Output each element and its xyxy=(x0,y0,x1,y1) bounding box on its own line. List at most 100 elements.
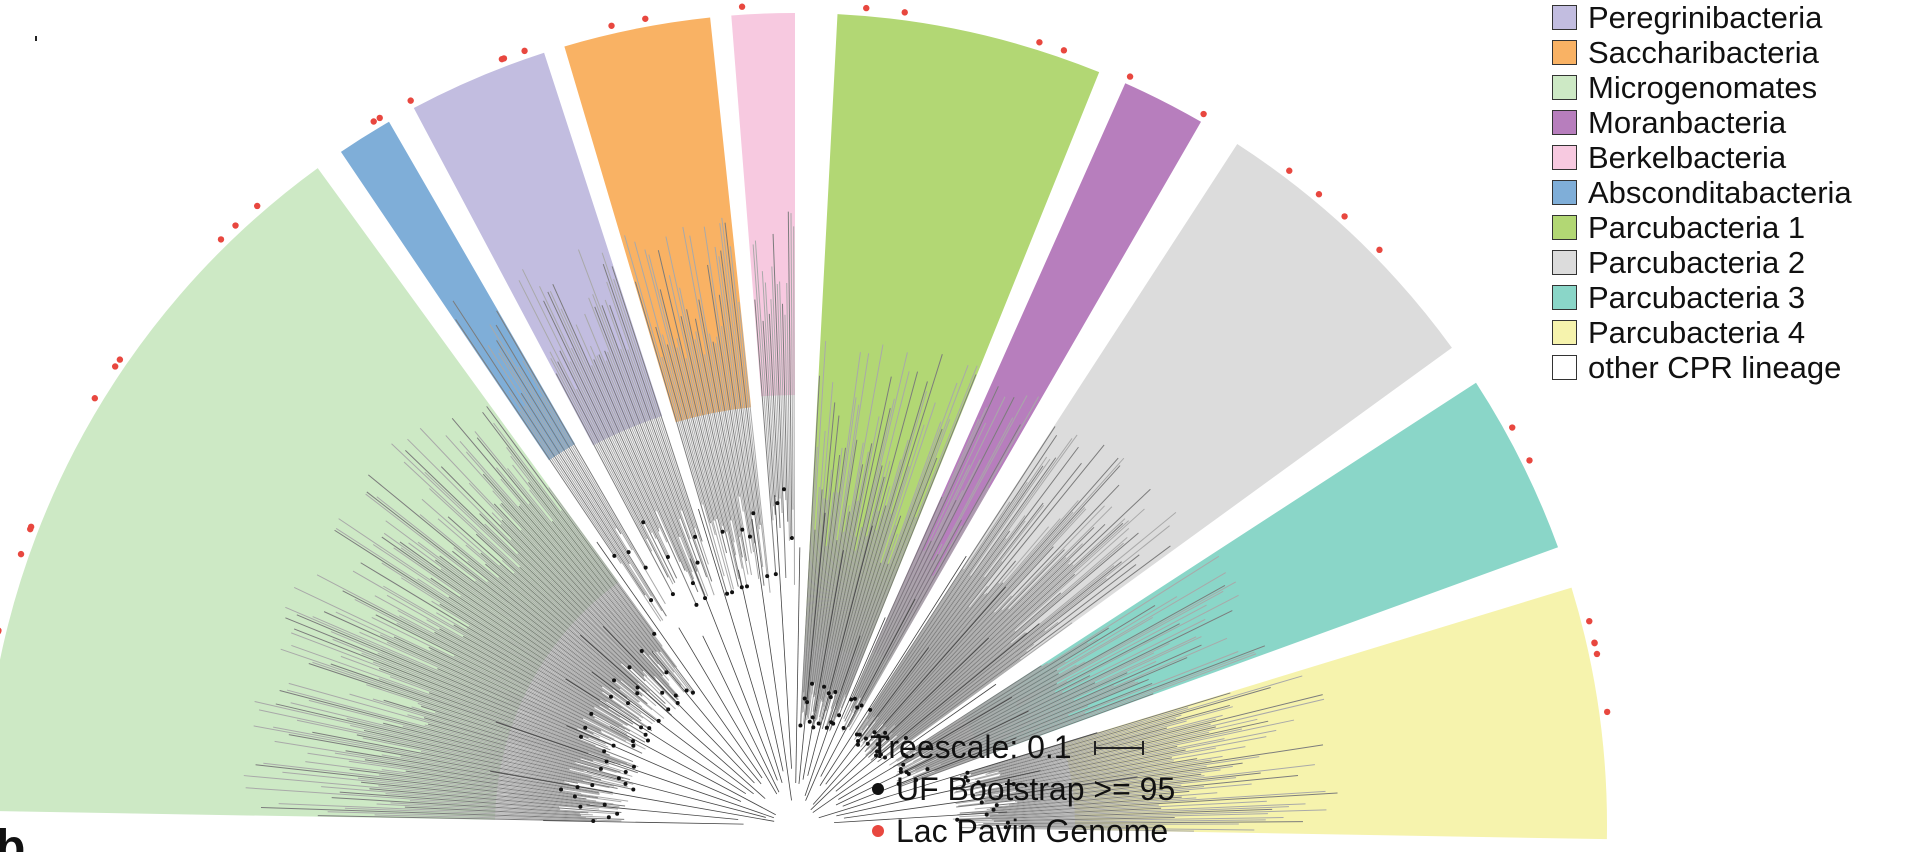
tree-branch xyxy=(354,599,637,744)
bootstrap-label: UF Bootstrap >= 95 xyxy=(896,770,1176,807)
backbone-branch xyxy=(678,627,778,795)
tree-branch xyxy=(896,637,1228,782)
tree-branch xyxy=(352,570,649,741)
tree-branch xyxy=(407,714,576,764)
tree-branch xyxy=(285,617,611,751)
clade-wedge-moranbacteria xyxy=(872,83,1201,661)
tree-branch xyxy=(993,792,1218,811)
tree-branch xyxy=(400,547,644,719)
tree-branch xyxy=(811,492,839,695)
bootstrap-marker xyxy=(789,536,794,541)
tree-branch xyxy=(927,681,1135,770)
tree-branch xyxy=(985,720,1187,775)
genome-dot-icon xyxy=(872,825,884,837)
tree-branch xyxy=(601,305,699,563)
tree-branch xyxy=(308,663,638,774)
tree-branch xyxy=(648,254,718,520)
tree-branch xyxy=(391,443,630,669)
backbone-branch xyxy=(805,617,886,801)
tree-branch xyxy=(528,503,671,675)
bootstrap-marker xyxy=(675,700,680,705)
tree-branch xyxy=(880,608,1009,739)
tree-branch xyxy=(668,275,740,580)
tree-branch xyxy=(832,364,969,724)
bootstrap-marker xyxy=(872,730,877,735)
legend-swatch xyxy=(1552,215,1577,240)
tree-branch xyxy=(604,350,680,538)
bootstrap-marker xyxy=(656,718,661,723)
tree-branch xyxy=(1008,786,1205,806)
tree-branch xyxy=(475,533,669,710)
bootstrap-marker xyxy=(578,804,583,809)
tree-branch xyxy=(278,803,609,818)
tree-branch xyxy=(520,529,679,700)
tree-branch xyxy=(904,596,1178,761)
bootstrap-marker xyxy=(865,741,870,746)
bootstrap-marker xyxy=(598,766,603,771)
tree-branch xyxy=(884,650,1027,758)
tree-branch xyxy=(786,282,792,536)
legend-swatch xyxy=(1552,110,1577,135)
tree-branch xyxy=(849,487,990,731)
tree-branch xyxy=(482,411,696,693)
tree-branch xyxy=(575,324,681,563)
backbone-branch xyxy=(843,776,1138,819)
tree-branch xyxy=(866,585,988,737)
genome-label: Lac Pavin Genome xyxy=(896,812,1169,849)
bootstrap-row: UF Bootstrap >= 95 xyxy=(870,768,1175,810)
legend-label: Absconditabacteria xyxy=(1588,175,1852,210)
tree-branch xyxy=(917,714,1069,777)
tree-branch xyxy=(822,352,908,708)
legend-label: Moranbacteria xyxy=(1588,105,1787,140)
genome-marker xyxy=(642,15,649,22)
tree-branch xyxy=(375,614,584,720)
backbone-branch xyxy=(835,623,1040,792)
tree-branch xyxy=(877,543,1083,745)
tree-branch xyxy=(605,360,693,573)
tree-branch xyxy=(933,651,1239,771)
legend-label: other CPR lineage xyxy=(1588,350,1842,385)
tree-branch xyxy=(957,790,1326,816)
tree-branch xyxy=(424,471,630,668)
tree-branch xyxy=(332,638,579,739)
backbone-branch xyxy=(795,547,801,784)
tree-branch xyxy=(983,821,1303,825)
tree-branch xyxy=(898,673,1059,767)
bootstrap-marker xyxy=(623,770,628,775)
bootstrap-marker xyxy=(583,725,588,730)
tree-branch xyxy=(381,562,642,728)
tree-branch xyxy=(486,406,655,635)
tree-branch xyxy=(829,428,943,731)
bootstrap-marker xyxy=(811,725,816,730)
bootstrap-marker xyxy=(773,572,778,577)
tree-branch xyxy=(865,557,1067,756)
bootstrap-marker xyxy=(666,707,671,712)
tree-branch xyxy=(279,690,588,772)
tree-branch xyxy=(960,675,1303,777)
tree-branch xyxy=(379,634,611,742)
tree-branch xyxy=(243,775,618,810)
tree-branch xyxy=(452,300,646,596)
genome-marker xyxy=(217,236,225,243)
legend-swatch xyxy=(1552,145,1577,170)
tree-branch xyxy=(421,498,638,688)
tree-branch xyxy=(541,396,633,551)
legend-swatch xyxy=(1552,355,1577,380)
tree-branch xyxy=(915,685,1114,773)
tree-branch xyxy=(506,447,676,668)
tree-branch xyxy=(913,604,1207,763)
backbone-branch xyxy=(842,737,1017,807)
tree-branch xyxy=(282,771,620,808)
tree-branch xyxy=(816,416,880,720)
tree-branch xyxy=(439,603,634,725)
tree-branch xyxy=(886,508,1145,743)
tree-branch xyxy=(860,559,933,699)
tree-branch xyxy=(407,438,663,694)
bootstrap-marker xyxy=(904,754,909,759)
bootstrap-marker xyxy=(822,684,827,689)
tree-branch xyxy=(339,791,622,813)
bootstrap-marker xyxy=(660,690,665,695)
bootstrap-marker xyxy=(765,574,770,579)
tree-branch xyxy=(437,518,657,707)
